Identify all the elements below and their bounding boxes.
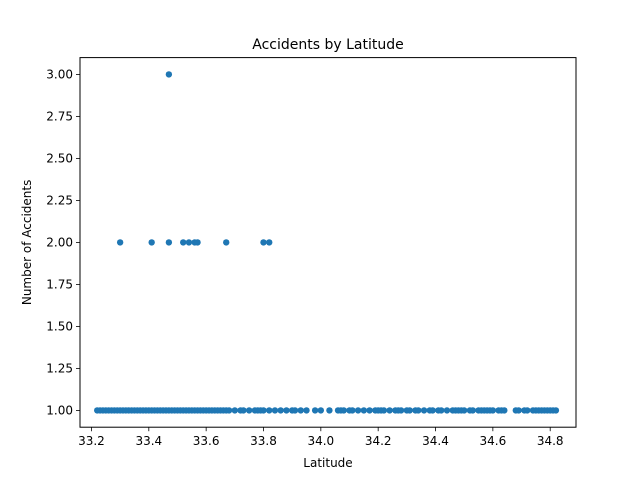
data-point [317,407,325,414]
data-point [326,407,333,414]
data-point [266,239,273,246]
data-point [194,239,201,246]
x-tick-label: 34.2 [365,434,392,448]
x-tick-label: 34.4 [422,434,449,448]
data-point [231,407,239,414]
x-tick-label: 33.8 [250,434,277,448]
data-point [240,407,247,414]
data-point [515,407,522,414]
y-tick-label: 2.25 [46,194,73,208]
y-tick-label: 1.75 [46,278,73,292]
data-points [94,71,560,414]
data-point [311,407,319,414]
data-point [552,407,560,414]
data-point [501,407,508,414]
y-tick-label: 1.25 [46,362,73,376]
data-point [266,407,273,414]
data-point [185,239,193,246]
data-point [360,407,368,414]
data-point [165,239,173,246]
y-tick-label: 3.00 [46,68,73,82]
y-tick-label: 1.00 [46,404,73,418]
x-axis-ticks: 33.2 33.4 33.6 33.8 34.0 34.2 34.4 34.6 34.8 [78,427,564,448]
data-point [489,407,497,414]
data-point [380,407,388,414]
data-point [260,407,267,414]
data-point [443,407,451,414]
x-axis-label: Latitude [303,456,352,470]
data-point [354,407,362,414]
data-point [245,407,253,414]
data-point [225,407,233,414]
chart-title: Accidents by Latitude [252,37,403,53]
data-point [397,407,405,414]
data-point [349,407,356,414]
y-tick-label: 2.00 [46,236,73,250]
data-point [366,407,373,414]
y-tick-label: 1.50 [46,320,73,334]
data-point [303,407,310,414]
data-point [260,239,267,246]
data-point [297,407,304,414]
y-tick-label: 2.50 [46,152,73,166]
data-point [469,407,476,414]
data-point [340,407,347,414]
data-point [271,407,279,414]
data-point [291,407,299,414]
data-point [180,239,187,246]
data-point [277,407,284,414]
data-point [460,407,468,414]
data-point [116,239,124,246]
x-tick-label: 33.6 [193,434,220,448]
data-point [283,407,290,414]
x-tick-label: 34.8 [537,434,564,448]
data-point [429,407,436,414]
data-point [420,407,428,414]
x-tick-label: 34.0 [307,434,334,448]
data-point [524,407,531,414]
data-point [438,407,445,414]
x-tick-label: 34.6 [479,434,506,448]
y-axis-label: Number of Accidents [20,180,34,306]
y-axis-ticks: 1.00 1.25 1.50 1.75 2.00 2.25 2.50 2.75 3.00 [46,68,80,418]
x-tick-label: 33.4 [135,434,162,448]
data-point [415,407,422,414]
y-tick-label: 2.75 [46,110,73,124]
data-point [406,407,413,414]
data-point [165,71,173,78]
data-point [148,239,155,246]
data-point [386,407,393,414]
data-point [223,239,230,246]
x-tick-label: 33.2 [78,434,105,448]
